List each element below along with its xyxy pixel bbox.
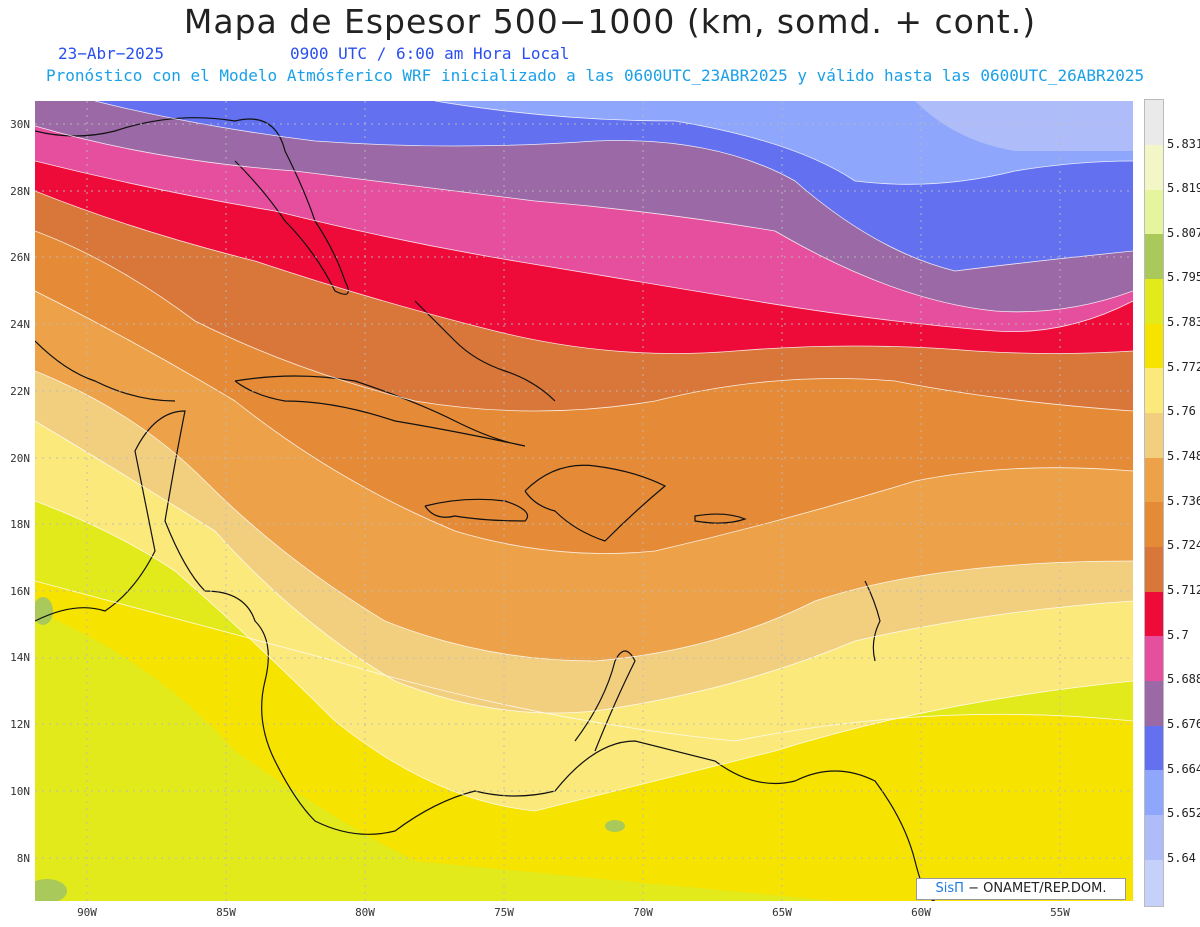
colorbar-swatch xyxy=(1145,190,1163,234)
lat-label: 8N xyxy=(16,852,30,865)
colorbar-swatch xyxy=(1145,368,1163,413)
colorbar-swatch xyxy=(1145,234,1163,279)
bahamas xyxy=(414,300,556,402)
colorbar-swatch xyxy=(1145,860,1163,906)
colorbar-swatch xyxy=(1145,458,1163,502)
colorbar-swatch xyxy=(1145,547,1163,592)
colorbar-swatch xyxy=(1145,145,1163,190)
lon-label: 65W xyxy=(772,906,792,919)
patch-5807 xyxy=(605,820,625,832)
lon-label: 60W xyxy=(911,906,931,919)
lon-label: 75W xyxy=(494,906,514,919)
colorbar-label: 5.688 xyxy=(1167,672,1200,686)
cuba-coast xyxy=(234,375,526,447)
forecast-date: 23−Abr−2025 xyxy=(58,44,164,63)
colorbar-label: 5.712 xyxy=(1167,583,1200,597)
lon-label: 90W xyxy=(77,906,97,919)
map-title: Mapa de Espesor 500−1000 (km, somd. + co… xyxy=(183,2,1037,41)
patch-5807 xyxy=(35,879,67,901)
colorbar-label: 5.664 xyxy=(1167,762,1200,776)
lesser-antilles xyxy=(864,580,881,662)
venezuela-gulf-coast xyxy=(574,650,636,752)
florida-coast xyxy=(35,117,349,295)
credit-org: − ONAMET/REP.DOM. xyxy=(968,881,1107,896)
colorbar-label: 5.819 xyxy=(1167,181,1200,195)
graticule xyxy=(35,101,1133,901)
lat-label: 28N xyxy=(10,185,30,198)
colorbar-swatch xyxy=(1145,726,1163,770)
colorbar-label: 5.795 xyxy=(1167,270,1200,284)
thickness-map xyxy=(35,101,1133,901)
colorbar-label: 5.736 xyxy=(1167,494,1200,508)
colorbar-label: 5.807 xyxy=(1167,226,1200,240)
colorbar-swatch xyxy=(1145,100,1163,145)
colorbar-label: 5.831 xyxy=(1167,137,1200,151)
coastlines xyxy=(35,117,936,901)
central-south-america-coast xyxy=(35,410,936,901)
puerto-rico-coast xyxy=(694,513,747,524)
lat-label: 22N xyxy=(10,385,30,398)
colorbar-label: 5.676 xyxy=(1167,717,1200,731)
colorbar-swatch xyxy=(1145,502,1163,547)
lon-label: 55W xyxy=(1050,906,1070,919)
colorbar-swatch xyxy=(1145,770,1163,815)
forecast-time: 0900 UTC / 6:00 am Hora Local xyxy=(290,44,570,63)
colorbar-swatch xyxy=(1145,815,1163,860)
hispaniola-coast xyxy=(524,464,667,542)
lat-label: 30N xyxy=(10,118,30,131)
colorbar-label: 5.652 xyxy=(1167,806,1200,820)
patch-5807 xyxy=(35,597,53,625)
colorbar-label: 5.76 xyxy=(1167,404,1196,418)
colorbar-label: 5.783 xyxy=(1167,315,1200,329)
colorbar-label: 5.64 xyxy=(1167,851,1196,865)
thickness-contour-field xyxy=(35,101,1133,901)
colorbar-label: 5.724 xyxy=(1167,538,1200,552)
colorbar-label: 5.7 xyxy=(1167,628,1189,642)
lat-label: 12N xyxy=(10,718,30,731)
contour-lines xyxy=(35,101,1133,812)
lat-label: 18N xyxy=(10,518,30,531)
colorbar-swatch xyxy=(1145,681,1163,726)
lat-label: 10N xyxy=(10,785,30,798)
lat-label: 26N xyxy=(10,251,30,264)
lon-label: 70W xyxy=(633,906,653,919)
jamaica-coast xyxy=(424,498,529,522)
band-5652 xyxy=(915,101,1133,151)
colorbar-swatch xyxy=(1145,636,1163,681)
colorbar xyxy=(1144,99,1164,907)
lon-label: 80W xyxy=(355,906,375,919)
lon-label: 85W xyxy=(216,906,236,919)
lat-label: 24N xyxy=(10,318,30,331)
colorbar-swatch xyxy=(1145,413,1163,458)
credit-box: SisΠ − ONAMET/REP.DOM. xyxy=(916,878,1126,900)
colorbar-swatch xyxy=(1145,592,1163,636)
lat-label: 16N xyxy=(10,585,30,598)
colorbar-swatch xyxy=(1145,279,1163,324)
credit-brand: SisΠ xyxy=(935,881,964,896)
colorbar-label: 5.772 xyxy=(1167,360,1200,374)
lat-label: 20N xyxy=(10,452,30,465)
forecast-description: Pronóstico con el Modelo Atmósferico WRF… xyxy=(46,66,1145,85)
gulf-coast xyxy=(35,340,176,402)
colorbar-swatch xyxy=(1145,324,1163,368)
colorbar-label: 5.748 xyxy=(1167,449,1200,463)
lat-label: 14N xyxy=(10,651,30,664)
